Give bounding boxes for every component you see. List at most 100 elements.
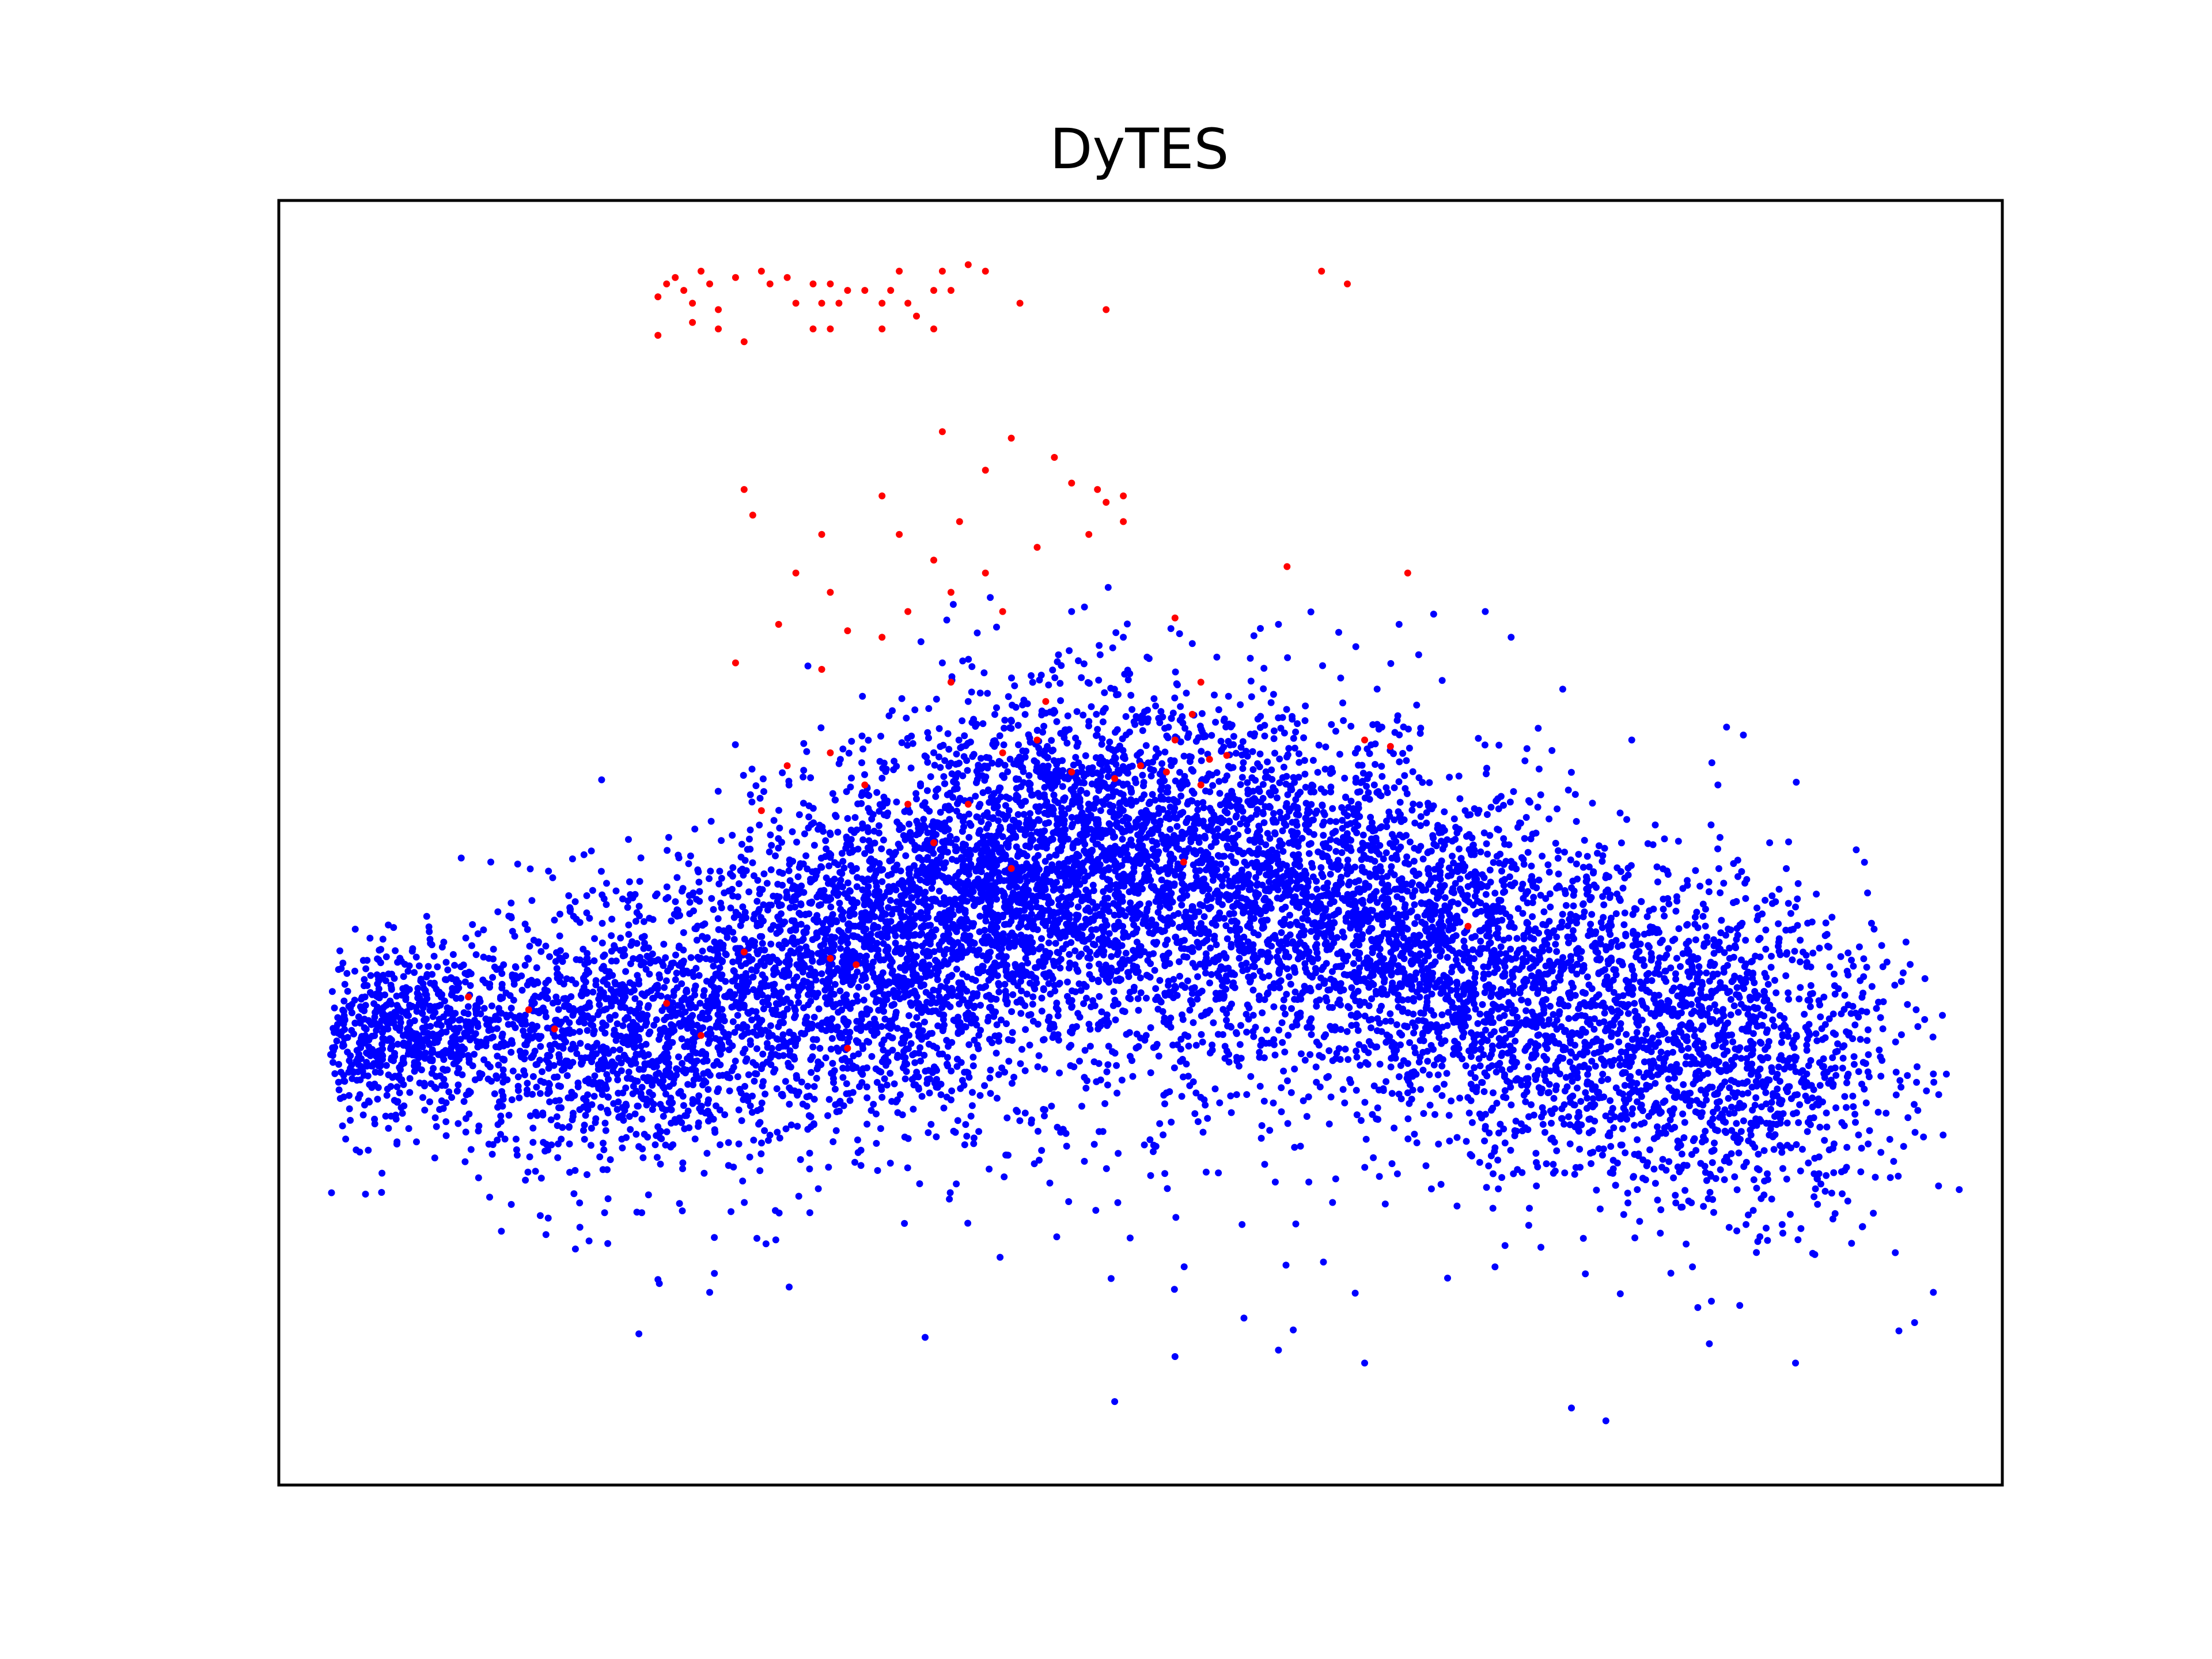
series-0-point-3106: [692, 1071, 700, 1078]
series-0-point-2898: [775, 941, 783, 949]
series-0-point-515: [456, 1017, 463, 1024]
series-0-point-2477: [815, 1022, 822, 1029]
series-0-point-446: [370, 1060, 378, 1067]
series-0-point-828: [509, 1067, 517, 1075]
series-0-point-1398: [428, 941, 435, 949]
series-0-point-2895: [552, 958, 559, 965]
series-0-point-492: [345, 1002, 353, 1010]
series-0-point-594: [627, 1126, 634, 1133]
series-0-point-3589: [691, 986, 698, 994]
series-0-point-2097: [735, 1140, 743, 1147]
series-0-point-77: [361, 976, 368, 983]
series-0-point-4257: [861, 973, 869, 980]
series-0-point-4203: [893, 945, 901, 952]
series-0-point-1059: [584, 1027, 591, 1034]
series-0-point-439: [409, 1051, 416, 1059]
series-0-point-1793: [725, 1162, 732, 1169]
series-0-point-2467: [672, 976, 679, 983]
series-0-point-4925: [1112, 755, 1119, 762]
series-0-point-2217: [752, 967, 760, 975]
series-0-point-1600: [803, 1093, 810, 1101]
series-0-point-1703: [475, 1174, 482, 1181]
series-0-point-3574: [716, 868, 724, 875]
series-0-point-676: [467, 1146, 475, 1153]
series-0-point-2873: [883, 1081, 891, 1089]
series-0-point-4521: [909, 964, 916, 971]
series-0-point-3579: [775, 1209, 783, 1217]
series-0-point-3428: [745, 940, 752, 947]
series-0-point-2208: [1063, 1142, 1070, 1150]
series-0-point-245: [355, 1094, 362, 1102]
series-0-point-1527: [582, 978, 589, 986]
series-0-point-1818: [559, 1043, 566, 1050]
series-0-point-1647: [622, 1053, 629, 1060]
series-0-point-1624: [725, 1046, 733, 1054]
series-0-point-1411: [576, 1028, 584, 1035]
series-0-point-1743: [619, 952, 627, 960]
series-0-point-1460: [510, 980, 518, 988]
series-0-point-2168: [806, 1149, 813, 1157]
series-0-point-1735: [527, 1027, 534, 1034]
series-0-point-1794: [385, 1071, 392, 1078]
series-0-point-1935: [810, 1083, 818, 1090]
series-0-point-3889: [1167, 625, 1175, 632]
series-0-point-2432: [738, 1033, 746, 1040]
series-0-point-1608: [524, 981, 531, 988]
series-0-point-1319: [610, 1100, 618, 1107]
series-0-point-4109: [981, 927, 988, 934]
series-0-point-216: [441, 1067, 449, 1074]
series-0-point-937: [804, 1082, 812, 1090]
series-0-point-1609: [548, 1046, 555, 1054]
series-0-point-3460: [738, 978, 746, 986]
series-0-point-3655: [824, 1112, 831, 1119]
series-0-point-3789: [779, 921, 786, 928]
series-0-point-1037: [678, 1119, 685, 1126]
series-0-point-3678: [747, 846, 754, 853]
series-0-point-3550: [675, 851, 682, 859]
series-0-point-3382: [821, 935, 829, 943]
series-0-point-4186: [858, 875, 866, 882]
series-0-point-1548: [679, 1165, 686, 1172]
series-0-point-1572: [563, 975, 570, 983]
series-0-point-613: [588, 1124, 595, 1132]
series-0-point-3417: [877, 1083, 885, 1090]
series-0-point-3850: [1032, 964, 1039, 971]
series-0-point-1369: [460, 961, 467, 969]
series-0-point-1017: [556, 932, 563, 940]
series-0-point-2227: [745, 1071, 752, 1078]
series-0-point-3398: [866, 857, 873, 865]
series-0-point-4032: [800, 800, 807, 807]
series-0-point-1648: [498, 1228, 505, 1235]
series-0-point-3180: [716, 1023, 724, 1031]
series-0-point-3229: [770, 922, 777, 929]
series-0-point-1101: [604, 1195, 612, 1202]
series-0-point-544: [341, 1078, 349, 1085]
series-0-point-3556: [747, 826, 754, 834]
series-0-point-1012: [806, 1165, 813, 1173]
series-0-point-4241: [1064, 712, 1071, 719]
series-0-point-1186: [614, 1076, 622, 1084]
series-0-point-1457: [624, 1014, 632, 1022]
series-0-point-3691: [901, 1062, 908, 1069]
series-0-point-1690: [516, 1047, 524, 1055]
series-0-point-3469: [715, 880, 723, 888]
series-0-point-4579: [1352, 643, 1359, 650]
series-0-point-4062: [941, 757, 949, 764]
series-0-point-1849: [684, 1107, 692, 1115]
series-0-point-4594: [1127, 692, 1135, 699]
series-0-point-3420: [695, 972, 703, 979]
series-0-point-3903: [904, 957, 911, 964]
series-0-point-2662: [740, 1001, 748, 1009]
series-0-point-1612: [679, 1207, 686, 1214]
series-0-point-4693: [887, 918, 895, 925]
series-0-point-1635: [546, 1098, 554, 1105]
series-0-point-1224: [725, 1139, 732, 1146]
series-0-point-1693: [467, 1036, 474, 1043]
series-0-point-2992: [891, 1080, 898, 1088]
series-0-point-1705: [596, 1153, 604, 1161]
series-0-point-548: [421, 1082, 428, 1090]
series-0-point-3544: [880, 1001, 888, 1008]
series-0-point-3526: [887, 1070, 894, 1077]
series-0-point-1240: [547, 1116, 555, 1123]
series-0-point-2802: [893, 798, 900, 806]
